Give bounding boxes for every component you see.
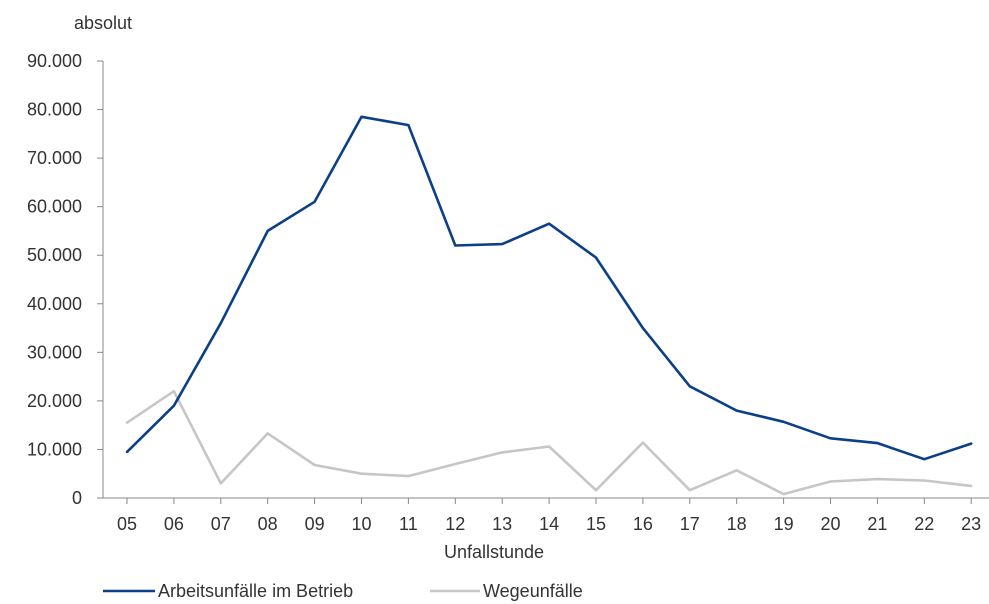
y-tick-label: 30.000: [27, 342, 82, 362]
y-axis-label: absolut: [74, 13, 132, 33]
y-tick-label: 50.000: [27, 245, 82, 265]
x-tick-label: 20: [820, 514, 840, 534]
y-tick-label: 10.000: [27, 439, 82, 459]
x-tick-label: 12: [445, 514, 465, 534]
x-tick-label: 09: [305, 514, 325, 534]
x-tick-label: 11: [399, 514, 418, 534]
y-tick-label: 60.000: [27, 197, 82, 217]
x-tick-label: 05: [117, 514, 137, 534]
x-tick-label: 21: [867, 514, 887, 534]
legend: Arbeitsunfälle im Betrieb Wegeunfälle: [103, 581, 583, 601]
x-tick-label: 06: [164, 514, 184, 534]
y-tick-label: 20.000: [27, 391, 82, 411]
y-tick-label: 70.000: [27, 148, 82, 168]
x-tick-label: 17: [680, 514, 700, 534]
x-tick-label: 23: [961, 514, 981, 534]
series-layer: [125, 115, 973, 496]
x-tick-label: 18: [727, 514, 747, 534]
x-tick-label: 19: [774, 514, 794, 534]
x-tick-label: 22: [914, 514, 934, 534]
x-tick-label: 07: [211, 514, 231, 534]
x-axis-label: Unfallstunde: [444, 542, 544, 562]
y-tick-label: 80.000: [27, 100, 82, 120]
legend-label-1: Wegeunfälle: [483, 581, 583, 601]
y-tick-label: 40.000: [27, 294, 82, 314]
x-tick-label: 13: [492, 514, 512, 534]
x-tick-label: 08: [258, 514, 278, 534]
legend-label-0: Arbeitsunfälle im Betrieb: [158, 581, 353, 601]
y-tick-label: 90.000: [27, 51, 82, 71]
x-tick-label: 15: [586, 514, 606, 534]
x-tick-label: 10: [351, 514, 371, 534]
x-tick-label: 14: [539, 514, 559, 534]
series-line-1: [125, 389, 973, 496]
y-axis: 0 10.000 20.000 30.000 40.000 50.000 60.000 70.…: [27, 51, 104, 508]
series-line-0: [125, 115, 973, 461]
x-axis: 05 06 07 08 09 10 11 12 13 14 15 16 17 18 19 20 21 22 23: [103, 497, 989, 534]
y-tick-label: 0: [72, 488, 82, 508]
x-tick-label: 16: [633, 514, 653, 534]
